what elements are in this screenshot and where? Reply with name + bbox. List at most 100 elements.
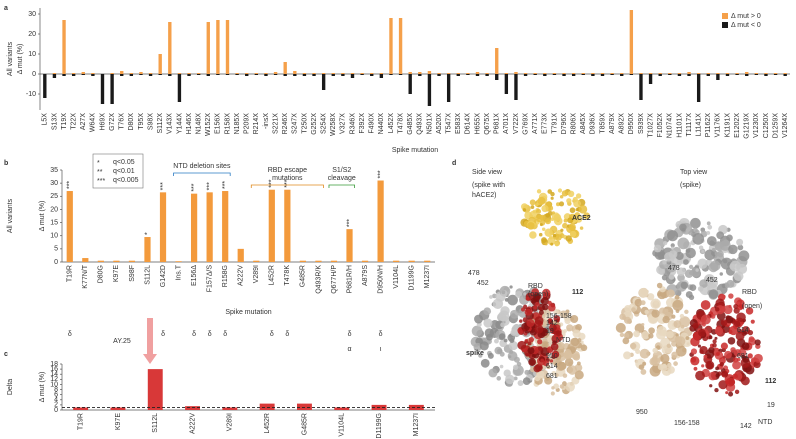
structure-blob xyxy=(675,251,684,261)
structure-blob xyxy=(700,314,711,325)
legend-swatch xyxy=(722,13,728,19)
lineage-marker: δ xyxy=(285,331,289,338)
bar xyxy=(206,192,213,262)
structure-blob xyxy=(664,252,674,262)
structure-label: (open) xyxy=(742,303,762,310)
structure-blob xyxy=(718,380,728,390)
structure-blob xyxy=(728,244,738,255)
structure-label: 478 xyxy=(668,265,680,272)
x-tick-label: P209X xyxy=(244,113,251,134)
structure-blob xyxy=(550,196,554,200)
structure-blob xyxy=(622,337,630,345)
structure-blob xyxy=(724,283,730,289)
structure-blob xyxy=(521,203,528,211)
bar xyxy=(725,73,730,74)
structure-blob xyxy=(508,341,518,351)
x-tick-label: G769X xyxy=(522,113,529,135)
structure-blob xyxy=(539,223,543,227)
bar xyxy=(639,74,643,100)
bar xyxy=(437,74,441,76)
y-tick-label: 0 xyxy=(32,71,36,78)
structure-blob xyxy=(535,301,540,307)
structure-blob xyxy=(736,312,746,323)
structure-blob xyxy=(738,250,750,262)
structure-blob xyxy=(656,325,667,336)
row-label: Delta xyxy=(7,379,14,395)
structure-blob xyxy=(740,376,750,386)
bar xyxy=(82,258,89,262)
structure-label: NTD xyxy=(556,337,570,344)
bar xyxy=(418,72,422,74)
structure-blob xyxy=(554,373,559,378)
x-tick-label: G252X xyxy=(311,113,318,135)
bar xyxy=(706,73,710,74)
x-tick-label: N185X xyxy=(234,113,241,135)
group-label: mutations xyxy=(272,175,303,182)
structure-blob xyxy=(510,309,519,319)
structure-blob xyxy=(662,315,670,324)
bar xyxy=(424,260,431,262)
bar xyxy=(783,73,787,74)
bar xyxy=(331,73,335,74)
structure-blob xyxy=(615,322,626,333)
bar xyxy=(446,74,451,102)
structure-blob xyxy=(699,349,704,354)
structure-blob xyxy=(662,240,668,246)
bar xyxy=(398,74,403,75)
bar xyxy=(350,73,355,74)
bar xyxy=(120,74,124,76)
structure-blob xyxy=(529,231,537,239)
structure-blob xyxy=(550,191,555,197)
x-tick-label: S221X xyxy=(272,113,279,134)
x-tick-label: V143X xyxy=(167,113,174,134)
structure-blob xyxy=(478,353,483,358)
bar xyxy=(185,406,201,410)
significance-marker: * xyxy=(144,232,151,235)
significance-marker: *** xyxy=(269,179,276,187)
structure-blob xyxy=(528,358,537,366)
structure-blob xyxy=(559,384,565,389)
x-tick-label: D1199G xyxy=(376,413,383,439)
significance-legend-symbol: *** xyxy=(97,178,105,185)
structure-blob xyxy=(480,358,490,368)
x-tick-label: L452R xyxy=(264,413,271,434)
bar xyxy=(745,72,749,74)
structure-blob xyxy=(723,305,733,315)
structure-blob xyxy=(650,298,661,309)
group-bracket xyxy=(328,184,355,188)
structure-blob xyxy=(754,339,761,346)
bar xyxy=(504,73,509,74)
x-tick-label: D80X xyxy=(128,113,135,131)
structure-blob xyxy=(640,300,646,306)
structure-label: 614 xyxy=(546,363,558,370)
structure-blob xyxy=(557,188,563,193)
bar xyxy=(523,74,528,76)
x-tick-label: S112L xyxy=(144,265,151,285)
structure-blob xyxy=(534,375,541,382)
structure-blob xyxy=(554,241,560,247)
y-tick-label: 18 xyxy=(50,361,58,368)
structure-blob xyxy=(658,307,667,315)
bar xyxy=(389,18,393,74)
structure-blob xyxy=(723,259,728,264)
structure-blob xyxy=(689,284,697,292)
view-title: Side view xyxy=(472,169,503,176)
structure-blob xyxy=(692,322,699,329)
x-tick-label: S247X xyxy=(292,113,299,134)
structure-blob xyxy=(576,361,581,366)
bar xyxy=(254,74,259,75)
structure-blob xyxy=(496,376,502,381)
structure-blob xyxy=(707,277,718,289)
structure-blob xyxy=(555,202,560,207)
x-tick-label: V1230X xyxy=(753,113,760,138)
x-tick-label: T19R xyxy=(77,413,84,430)
structure-label: 142 xyxy=(546,320,558,327)
bar xyxy=(485,73,489,74)
structure-blob xyxy=(705,360,715,370)
structure-blob xyxy=(562,222,568,229)
structure-label: 452 xyxy=(477,280,489,287)
structure-label: 452 xyxy=(706,277,718,284)
bar xyxy=(321,73,326,74)
structure-blob xyxy=(671,351,678,359)
structure-label: 950 xyxy=(546,353,558,360)
